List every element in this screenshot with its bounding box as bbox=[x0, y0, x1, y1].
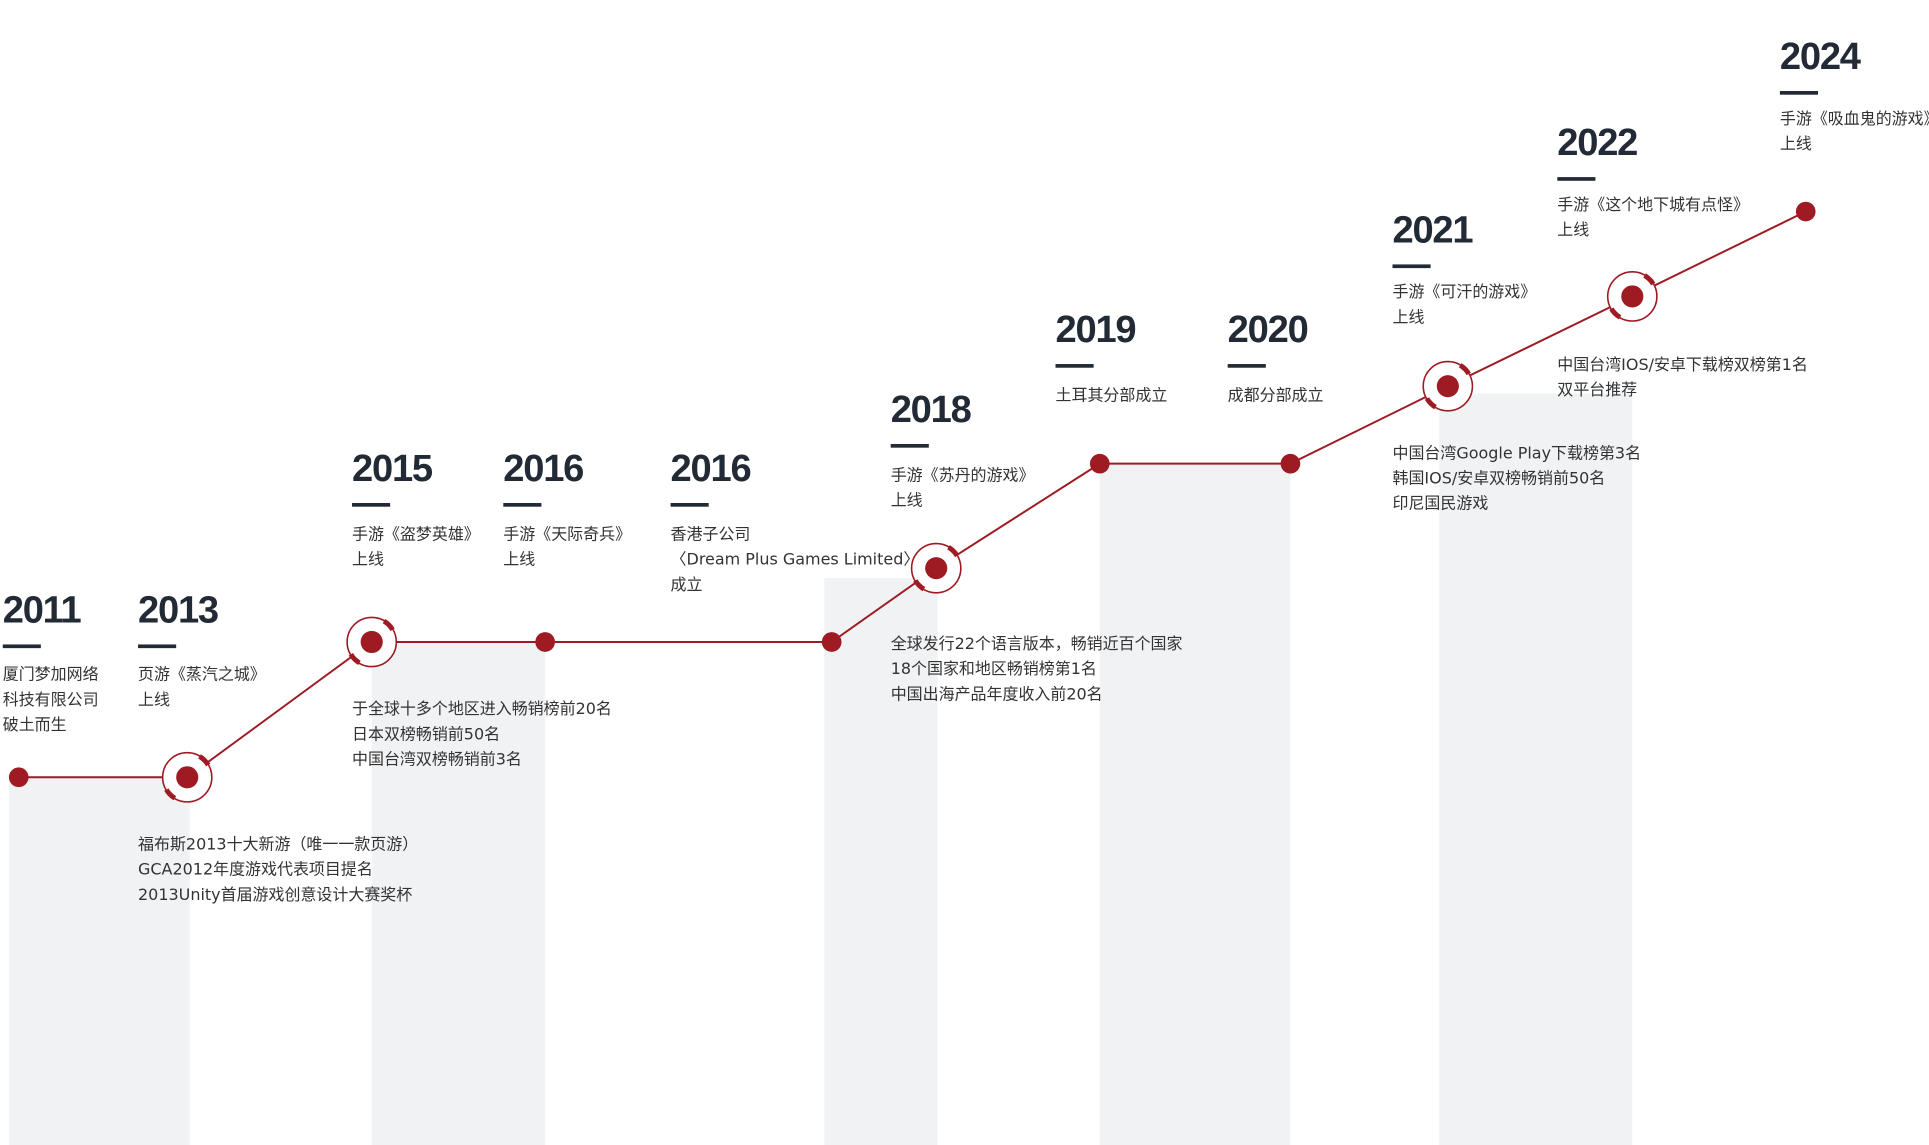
highlight: 全球发行22个语言版本，畅销近百个国家 bbox=[891, 634, 1183, 653]
node-dot bbox=[360, 630, 383, 654]
column bbox=[824, 578, 938, 1145]
ring-tick bbox=[198, 754, 211, 767]
year: 2024 bbox=[1780, 35, 1861, 78]
year-dash bbox=[890, 443, 929, 448]
year-dash bbox=[1779, 91, 1819, 95]
highlight: 韩国IOS/安卓双榜畅销前50名 bbox=[1392, 469, 1605, 488]
description: 手游《吸血鬼的游戏》 bbox=[1780, 109, 1929, 128]
ring-tick bbox=[913, 579, 926, 592]
description: 上线 bbox=[1392, 307, 1424, 326]
description: 成都分部成立 bbox=[1228, 386, 1324, 405]
description: 上线 bbox=[1557, 220, 1589, 239]
ring-tick bbox=[348, 652, 361, 666]
year-dash bbox=[1055, 364, 1094, 368]
year: 2013 bbox=[138, 588, 218, 631]
year: 2020 bbox=[1228, 308, 1308, 351]
highlight: 2013Unity首届游戏创意设计大赛奖杯 bbox=[138, 885, 412, 904]
description: 手游《天际奇兵》 bbox=[503, 524, 631, 543]
description: 厦门梦加网络 bbox=[3, 665, 99, 684]
highlight: 日本双榜畅销前50名 bbox=[352, 724, 500, 743]
description: 科技有限公司 bbox=[3, 690, 99, 709]
description: 上线 bbox=[138, 690, 170, 709]
description: 成立 bbox=[671, 575, 703, 594]
description: 手游《可汗的游戏》 bbox=[1392, 282, 1536, 301]
node-dot bbox=[176, 766, 199, 789]
description: 手游《这个地下城有点怪》 bbox=[1557, 195, 1749, 214]
year-dash bbox=[1392, 264, 1431, 269]
highlight: 福布斯2013十大新游（唯一一款页游） bbox=[138, 834, 418, 853]
description: 上线 bbox=[503, 550, 535, 569]
year-dash bbox=[670, 503, 709, 507]
column bbox=[371, 641, 546, 1145]
description: 土耳其分部成立 bbox=[1056, 386, 1168, 405]
highlight: GCA2012年度游戏代表项目提名 bbox=[138, 860, 373, 879]
ring-tick bbox=[1643, 273, 1656, 286]
column bbox=[1439, 393, 1633, 1145]
highlight: 双平台推荐 bbox=[1557, 380, 1637, 399]
node-dot bbox=[535, 632, 555, 652]
year-dash bbox=[1227, 364, 1266, 368]
description: 上线 bbox=[1780, 134, 1812, 153]
columns bbox=[8, 393, 1633, 1145]
year: 2016 bbox=[503, 447, 583, 490]
year-dash bbox=[2, 644, 41, 649]
description: 〈Dream Plus Games Limited〉 bbox=[671, 550, 920, 569]
description: 上线 bbox=[352, 550, 384, 569]
year: 2016 bbox=[671, 447, 751, 490]
year: 2022 bbox=[1557, 121, 1637, 164]
highlight: 中国出海产品年度收入前20名 bbox=[891, 684, 1103, 703]
year-dash bbox=[138, 644, 177, 649]
description: 上线 bbox=[891, 491, 923, 510]
highlight: 印尼国民游戏 bbox=[1392, 494, 1488, 513]
year-dash bbox=[352, 503, 391, 507]
node-dot bbox=[1089, 453, 1110, 474]
highlight: 18个国家和地区畅销榜第1名 bbox=[891, 659, 1097, 678]
description: 香港子公司 bbox=[671, 524, 751, 543]
highlight: 中国台湾IOS/安卓下载榜双榜第1名 bbox=[1557, 355, 1808, 374]
column bbox=[1099, 463, 1291, 1145]
year: 2019 bbox=[1056, 308, 1136, 351]
highlight: 中国台湾双榜畅销前3名 bbox=[352, 750, 522, 769]
year-dash bbox=[503, 503, 542, 507]
year: 2018 bbox=[891, 388, 972, 431]
highlight: 中国台湾Google Play下载榜第3名 bbox=[1392, 443, 1641, 462]
node-dot bbox=[925, 557, 948, 580]
description: 破土而生 bbox=[3, 715, 67, 734]
ring-tick bbox=[382, 618, 395, 632]
highlight: 于全球十多个地区进入畅销榜前20名 bbox=[352, 699, 612, 718]
node-dot bbox=[1621, 285, 1644, 308]
ring-tick bbox=[1458, 363, 1471, 376]
description: 手游《苏丹的游戏》 bbox=[891, 465, 1035, 484]
node-dot bbox=[1280, 453, 1301, 474]
node-dot bbox=[8, 767, 29, 788]
column bbox=[8, 777, 190, 1145]
year: 2021 bbox=[1392, 208, 1473, 251]
year: 2011 bbox=[3, 588, 82, 631]
ring-tick bbox=[164, 788, 177, 801]
description: 手游《盗梦英雄》 bbox=[352, 524, 480, 543]
node-dot bbox=[821, 632, 842, 652]
ring-tick bbox=[1609, 307, 1622, 320]
year: 2015 bbox=[352, 447, 433, 490]
ring-tick bbox=[947, 545, 960, 558]
ring-tick bbox=[1424, 397, 1437, 410]
node-dot bbox=[1795, 201, 1816, 222]
node-dot bbox=[1436, 375, 1459, 398]
year-dash bbox=[1557, 177, 1596, 181]
description: 页游《蒸汽之城》 bbox=[138, 665, 266, 684]
